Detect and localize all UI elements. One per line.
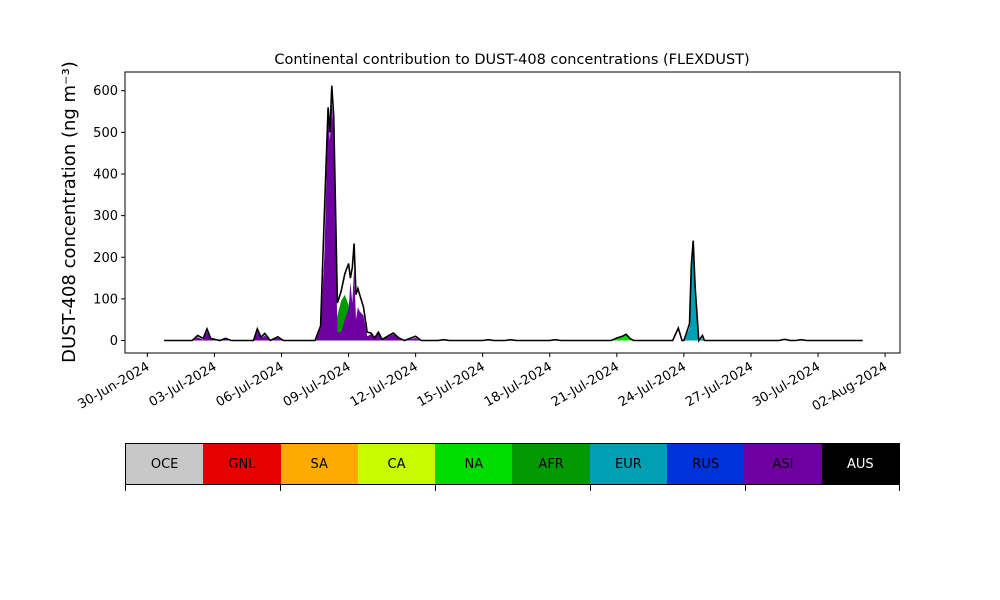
x-tick-label: 12-Jul-2024 [348,359,421,410]
legend-bar-tick [745,485,746,491]
x-tick-label: 24-Jul-2024 [616,359,689,410]
x-tick-label: 21-Jul-2024 [549,359,622,410]
y-tick-label: 400 [93,167,118,182]
plot-frame [124,71,901,354]
x-tick-label: 06-Jul-2024 [214,359,287,410]
x-tick-label: 30-Jun-2024 [76,359,153,412]
plot-layer [164,85,863,343]
x-tick-label: 09-Jul-2024 [281,359,354,410]
legend-bar-tick [590,485,591,491]
y-tick-label: 500 [93,126,118,141]
legend-rus: RUS [667,444,745,484]
legend-sa: SA [280,444,358,484]
chart: Continental contribution to DUST-408 con… [59,52,901,415]
area-na [611,335,634,341]
total-line [164,85,863,343]
y-axis-label: DUST-408 concentration (ng m⁻³) [59,61,80,363]
legend-bar-tick [280,485,281,491]
legend-asi: ASI [744,444,822,484]
legend-na: NA [435,444,513,484]
y-tick-label: 200 [93,251,118,266]
y-tick-label: 100 [93,292,118,307]
x-tick-label: 27-Jul-2024 [683,359,756,410]
area-eur [683,246,705,341]
y-tick-label: 0 [110,334,118,349]
legend-ca: CA [357,444,436,484]
x-tick-label: 03-Jul-2024 [147,359,220,410]
x-tick-label: 18-Jul-2024 [482,359,555,410]
chart-title: Continental contribution to DUST-408 con… [274,52,749,68]
legend-oce: OCE [126,444,204,484]
legend-bar-tick [125,485,126,491]
legend-eur: EUR [589,444,668,484]
y-tick-label: 600 [93,84,118,99]
legend-bar: OCE GNL SA CA NA AFR EUR RUS ASI AUS [125,443,900,485]
y-tick-label: 300 [93,209,118,224]
x-tick-label: 02-Aug-2024 [810,359,890,414]
legend-afr: AFR [512,444,590,484]
legend-ticks [125,485,900,491]
legend-aus: AUS [821,444,899,484]
x-tick-label: 15-Jul-2024 [415,359,488,410]
axis-layer: 0 100 200 300 400 500 600 30-Jun-202403-Jul-202… [76,84,891,414]
legend-bar-tick [435,485,436,491]
legend-gnl: GNL [203,444,281,484]
legend-bar-tick [899,485,900,491]
